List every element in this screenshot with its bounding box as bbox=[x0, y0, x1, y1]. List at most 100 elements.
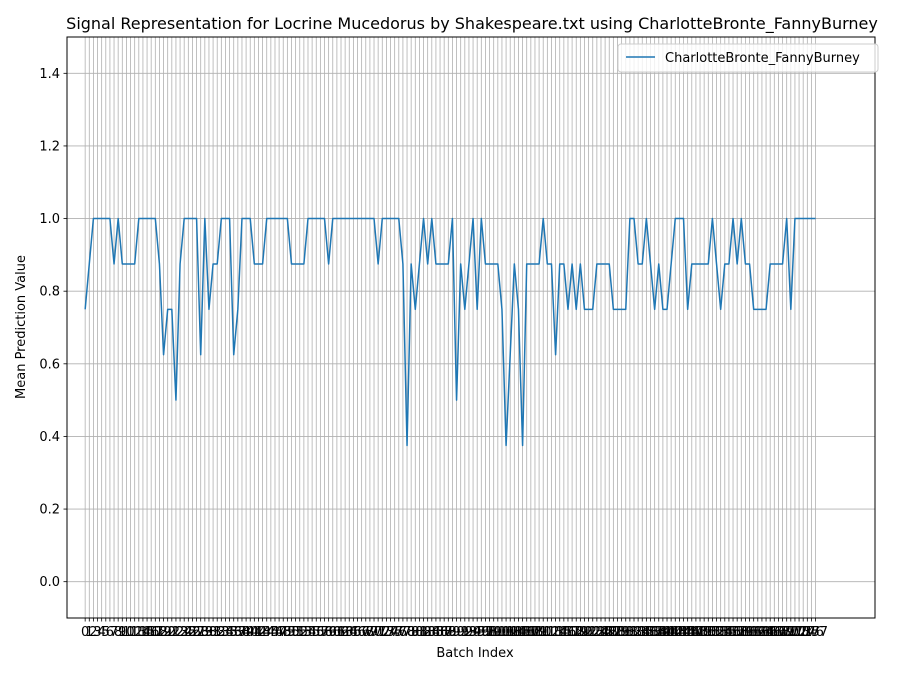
x-tick-label: 8 bbox=[114, 625, 122, 640]
x-tick-label: 6 bbox=[106, 625, 114, 640]
x-tick-label: 105 bbox=[506, 625, 531, 640]
x-tick-label: 74 bbox=[382, 625, 399, 640]
x-tick-label: 106 bbox=[510, 625, 535, 640]
x-tick-label: 9 bbox=[118, 625, 126, 640]
x-tick-label: 148 bbox=[683, 625, 708, 640]
x-tick-label: 2 bbox=[89, 625, 97, 640]
x-tick-label: 164 bbox=[750, 625, 775, 640]
x-tick-label: 90 bbox=[448, 625, 465, 640]
x-tick-label: 61 bbox=[329, 625, 346, 640]
x-tick-label: 147 bbox=[679, 625, 704, 640]
x-tick-label: 64 bbox=[341, 625, 358, 640]
x-tick-label: 154 bbox=[708, 625, 733, 640]
x-tick-label: 152 bbox=[700, 625, 725, 640]
x-tick-label: 15 bbox=[139, 625, 156, 640]
x-tick-label: 22 bbox=[168, 625, 185, 640]
x-tick-label: 110 bbox=[527, 625, 552, 640]
x-tick-label: 45 bbox=[263, 625, 280, 640]
x-tick-label: 135 bbox=[630, 625, 655, 640]
x-tick-label: 78 bbox=[399, 625, 416, 640]
y-tick-label: 1.4 bbox=[39, 67, 60, 82]
x-tick-label: 128 bbox=[601, 625, 626, 640]
x-tick-label: 137 bbox=[638, 625, 663, 640]
x-tick-label: 75 bbox=[386, 625, 403, 640]
x-tick-label: 109 bbox=[523, 625, 548, 640]
x-tick-label: 58 bbox=[316, 625, 333, 640]
x-tick-label: 156 bbox=[717, 625, 742, 640]
x-tick-label: 88 bbox=[440, 625, 457, 640]
legend-box bbox=[617, 43, 879, 73]
x-tick-label: 92 bbox=[457, 625, 474, 640]
x-tick-label: 44 bbox=[258, 625, 275, 640]
x-tick-label: 77 bbox=[395, 625, 412, 640]
x-tick-label: 139 bbox=[646, 625, 671, 640]
x-tick-label: 140 bbox=[650, 625, 675, 640]
legend-label: CharlotteBronte_FannyBurney bbox=[665, 51, 860, 66]
x-tick-label: 142 bbox=[659, 625, 684, 640]
legend: CharlotteBronte_FannyBurney bbox=[617, 43, 879, 73]
x-tick-label: 163 bbox=[745, 625, 770, 640]
x-tick-label: 21 bbox=[164, 625, 181, 640]
x-tick-label: 65 bbox=[345, 625, 362, 640]
x-tick-label: 133 bbox=[622, 625, 647, 640]
x-tick-label: 118 bbox=[560, 625, 585, 640]
x-tick-label: 39 bbox=[238, 625, 255, 640]
x-tick-label: 81 bbox=[411, 625, 428, 640]
x-tick-label: 91 bbox=[452, 625, 469, 640]
x-tick-label: 29 bbox=[197, 625, 214, 640]
x-tick-label: 19 bbox=[155, 625, 172, 640]
x-tick-label: 149 bbox=[688, 625, 713, 640]
x-tick-label: 82 bbox=[415, 625, 432, 640]
y-tick-label: 0.2 bbox=[39, 503, 60, 518]
y-tick-label: 0.4 bbox=[39, 430, 60, 445]
x-tick-label: 95 bbox=[469, 625, 486, 640]
x-tick-label: 89 bbox=[444, 625, 461, 640]
x-tick-label: 70 bbox=[366, 625, 383, 640]
x-tick-label: 85 bbox=[428, 625, 445, 640]
x-tick-label: 28 bbox=[192, 625, 209, 640]
x-tick-label: 46 bbox=[267, 625, 284, 640]
x-tick-label: 167 bbox=[762, 625, 787, 640]
x-tick-label: 130 bbox=[609, 625, 634, 640]
y-tick-label: 0.0 bbox=[39, 575, 60, 590]
x-tick-label: 12 bbox=[126, 625, 143, 640]
x-tick-label: 4 bbox=[98, 625, 106, 640]
x-tick-label: 113 bbox=[539, 625, 564, 640]
x-tick-label: 132 bbox=[617, 625, 642, 640]
x-tick-label: 159 bbox=[729, 625, 754, 640]
x-tick-label: 54 bbox=[300, 625, 317, 640]
x-tick-label: 18 bbox=[151, 625, 168, 640]
x-tick-label: 68 bbox=[357, 625, 374, 640]
series-line bbox=[84, 217, 816, 447]
x-tick-label: 36 bbox=[225, 625, 242, 640]
x-tick-label: 59 bbox=[320, 625, 337, 640]
x-tick-label: 24 bbox=[176, 625, 193, 640]
x-tick-label: 56 bbox=[308, 625, 325, 640]
x-tick-label: 30 bbox=[201, 625, 218, 640]
x-tick-label: 100 bbox=[485, 625, 510, 640]
x-tick-label: 160 bbox=[733, 625, 758, 640]
x-tick-label: 97 bbox=[477, 625, 494, 640]
x-tick-label: 14 bbox=[135, 625, 152, 640]
x-tick-label: 121 bbox=[572, 625, 597, 640]
x-tick-label: 35 bbox=[221, 625, 238, 640]
x-tick-label: 23 bbox=[172, 625, 189, 640]
x-tick-label: 60 bbox=[324, 625, 341, 640]
x-tick-label: 174 bbox=[791, 625, 816, 640]
x-tick-label: 96 bbox=[473, 625, 490, 640]
x-tick-label: 25 bbox=[180, 625, 197, 640]
x-tick-label: 51 bbox=[287, 625, 304, 640]
x-tick-label: 73 bbox=[378, 625, 395, 640]
y-tick-label: 0.6 bbox=[39, 357, 60, 372]
x-tick-label: 72 bbox=[374, 625, 391, 640]
x-tick-label: 52 bbox=[291, 625, 308, 640]
x-tick-label: 158 bbox=[725, 625, 750, 640]
plot-frame bbox=[66, 36, 876, 619]
x-tick-label: 76 bbox=[391, 625, 408, 640]
x-tick-label: 136 bbox=[634, 625, 659, 640]
x-tick-label: 115 bbox=[547, 625, 572, 640]
x-tick-label: 146 bbox=[675, 625, 700, 640]
x-tick-label: 80 bbox=[407, 625, 424, 640]
